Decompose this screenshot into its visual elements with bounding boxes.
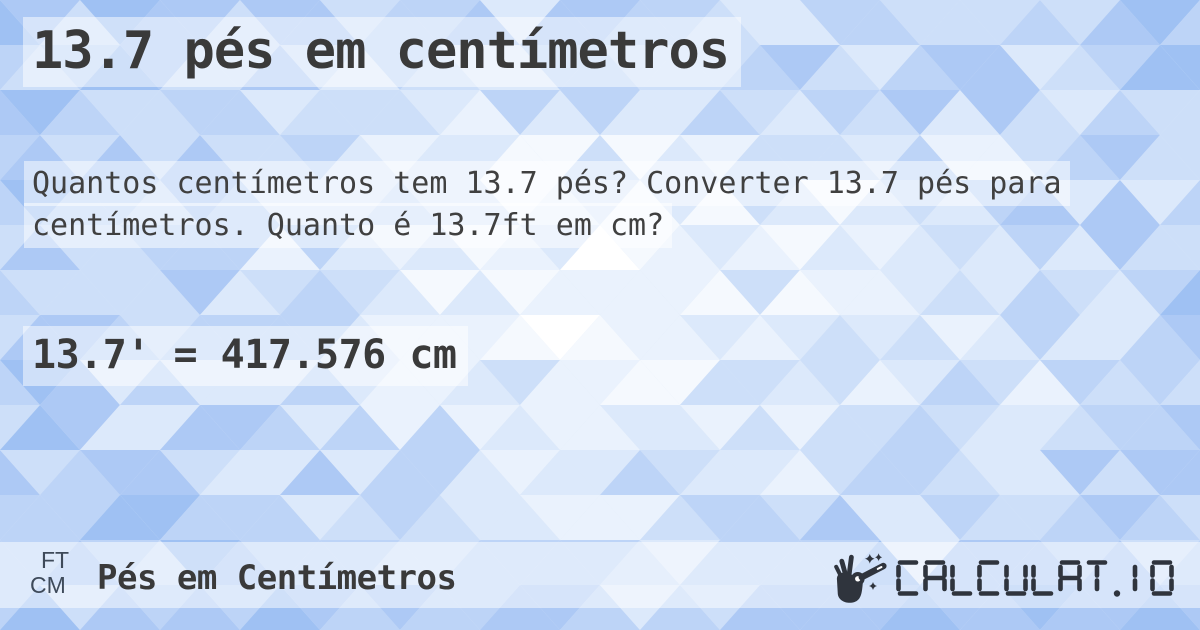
brand-wordmark-lcd	[896, 560, 1174, 597]
unit-from-label: FT	[41, 547, 70, 573]
magic-hand-wand-icon	[834, 553, 887, 603]
sparkle-star-icon	[875, 553, 883, 562]
unit-badge: FT CM	[30, 548, 69, 598]
page-title-text: 13.7 pés em centímetros	[23, 17, 742, 87]
conversion-result-text: 13.7' = 417.576 cm	[23, 326, 469, 386]
page-description: Quantos centímetros tem 13.7 pés? Conver…	[24, 161, 1157, 248]
brand-logo	[825, 551, 1174, 605]
unit-to-label: CM	[30, 572, 66, 598]
footer-highlight-strip	[0, 542, 1200, 608]
conversion-result: 13.7' = 417.576 cm	[23, 326, 469, 386]
sparkle-star-icon	[869, 582, 877, 590]
sparkle-star-icon	[865, 554, 875, 564]
footer-label: Pés em Centímetros	[97, 558, 457, 598]
page-description-text: Quantos centímetros tem 13.7 pés? Conver…	[24, 161, 1070, 248]
page-title: 13.7 pés em centímetros	[23, 17, 742, 87]
